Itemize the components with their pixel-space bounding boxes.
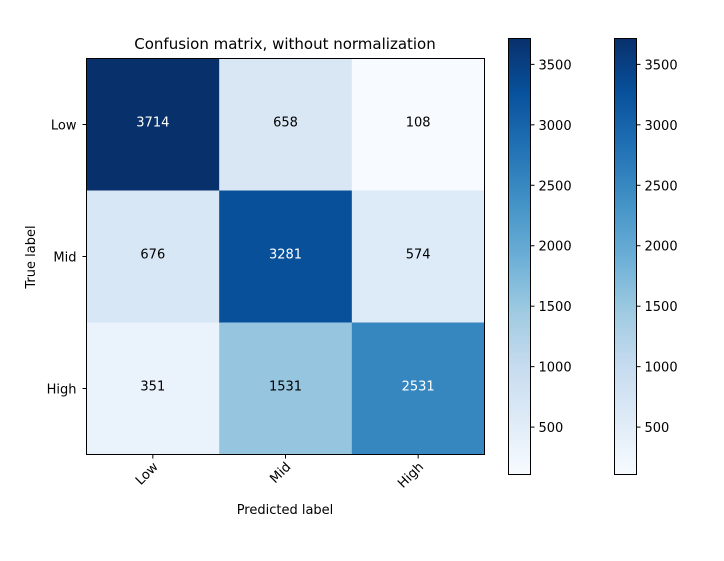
colorbars: 500 1000 1500 2000 2500 3000 3500 500 1000 1500 20… (508, 38, 678, 475)
x-axis-ticks: Low Mid High (133, 454, 427, 492)
cell-value-labels: 3714 658 108 676 3281 574 351 1531 2531 (136, 116, 434, 395)
heatmap-cell (351, 322, 485, 455)
heatmap-cell (86, 322, 220, 455)
heatmap-cell (351, 58, 485, 191)
cell-value-label: 351 (140, 380, 165, 395)
colorbar-frame (508, 38, 531, 475)
heatmap-cell (351, 190, 485, 323)
cell-value-label: 2531 (402, 380, 435, 395)
x-axis-label: Predicted label (237, 503, 334, 518)
colorbar-frame (614, 38, 637, 475)
colorbar-tick-label: 2500 (539, 179, 572, 194)
colorbar-tick-label: 2500 (645, 179, 678, 194)
colorbar-tick-label: 500 (645, 421, 670, 436)
cell-value-label: 3714 (136, 116, 169, 131)
colorbar-tick-label: 2000 (539, 240, 572, 255)
colorbar-tick-label: 2000 (645, 240, 678, 255)
chart-title: Confusion matrix, without normalization (134, 35, 436, 53)
cell-value-label: 3281 (269, 248, 302, 263)
x-tick-label: Low (133, 459, 162, 488)
y-tick-label: Low (51, 119, 77, 134)
colorbar-gradient (614, 38, 637, 475)
colorbar-tick-label: 3500 (539, 58, 572, 73)
colorbar: 500 1000 1500 2000 2500 3000 3500 (614, 38, 678, 475)
heatmap-cell (219, 190, 353, 323)
colorbar-tick-label: 1000 (539, 361, 572, 376)
x-tick-label: Mid (267, 460, 294, 487)
colorbar-tick-label: 1500 (539, 300, 572, 315)
colorbar-tick-label: 1000 (645, 361, 678, 376)
colorbar-tick-label: 3500 (645, 58, 678, 73)
colorbar-tick-label: 3000 (539, 119, 572, 134)
y-axis-label: True label (24, 225, 39, 289)
colorbar-tick-label: 500 (539, 421, 564, 436)
y-tick-label: High (47, 383, 77, 398)
cell-value-label: 574 (406, 248, 431, 263)
y-tick-label: Mid (53, 251, 76, 266)
colorbar-tick-label: 3000 (645, 119, 678, 134)
heatmap-cell (86, 190, 220, 323)
heatmap-cell (86, 58, 220, 191)
heatmap-cell (219, 58, 353, 191)
heatmap-cells (86, 58, 485, 455)
colorbar-tick-label: 1500 (645, 300, 678, 315)
y-axis-ticks: Low Mid High (47, 119, 87, 398)
cell-value-label: 1531 (269, 380, 302, 395)
heatmap-cell (219, 322, 353, 455)
colorbar-gradient (508, 38, 531, 475)
colorbar: 500 1000 1500 2000 2500 3000 3500 (508, 38, 572, 475)
cell-value-label: 658 (273, 116, 298, 131)
x-tick-label: High (395, 460, 427, 492)
cell-value-label: 108 (406, 116, 431, 131)
cell-value-label: 676 (140, 248, 165, 263)
